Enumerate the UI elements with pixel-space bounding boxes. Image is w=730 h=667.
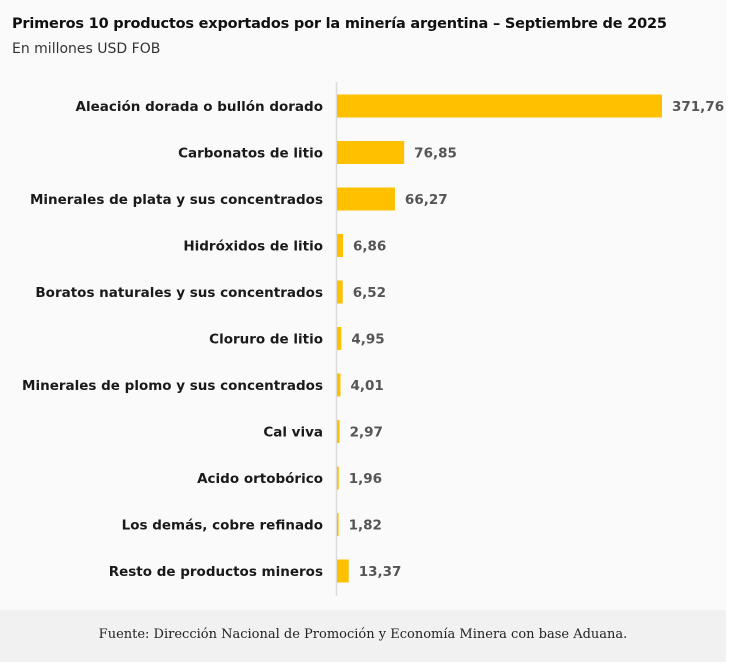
value-label: 2,97 xyxy=(350,425,383,441)
source-note: Fuente: Dirección Nacional de Promoción … xyxy=(98,627,628,642)
bars-layer: Aleación dorada o bullón dorado 371,76 Car… xyxy=(22,94,724,583)
bar xyxy=(337,420,340,443)
category-label: Los demás, cobre refinado xyxy=(122,518,323,534)
category-label: Cloruro de litio xyxy=(209,332,323,348)
category-label: Acido ortobórico xyxy=(197,471,323,487)
category-label: Boratos naturales y sus concentrados xyxy=(35,285,323,301)
category-label: Hidróxidos de litio xyxy=(183,239,323,255)
bar xyxy=(337,373,341,397)
category-label: Aleación dorada o bullón dorado xyxy=(76,99,323,115)
bar-row: Minerales de plomo y sus concentrados 4,0… xyxy=(22,373,384,397)
bar-row: Cal viva 2,97 xyxy=(263,420,383,443)
value-label: 6,86 xyxy=(353,239,386,255)
bar-row: Cloruro de litio 4,95 xyxy=(209,327,385,350)
value-label: 1,96 xyxy=(349,471,382,487)
bar-row: Carbonatos de litio 76,85 xyxy=(178,141,457,164)
bar-row: Los demás, cobre refinado 1,82 xyxy=(122,513,382,536)
bar-row: Resto de productos mineros 13,37 xyxy=(109,559,402,583)
value-label: 371,76 xyxy=(672,99,724,115)
category-label: Carbonatos de litio xyxy=(178,146,323,162)
bar-row: Hidróxidos de litio 6,86 xyxy=(183,234,386,257)
value-label: 4,95 xyxy=(351,332,384,348)
bar xyxy=(337,559,349,583)
bar xyxy=(337,327,342,350)
chart-title: Primeros 10 productos exportados por la … xyxy=(12,16,667,32)
value-label: 76,85 xyxy=(414,146,457,162)
category-label: Minerales de plomo y sus concentrados xyxy=(22,378,323,394)
bar-row: Acido ortobórico 1,96 xyxy=(197,466,382,490)
bar xyxy=(337,466,339,490)
category-label: Cal viva xyxy=(263,425,323,441)
value-label: 1,82 xyxy=(349,518,382,534)
bar-chart: Aleación dorada o bullón dorado 371,76 Car… xyxy=(22,82,724,596)
bar xyxy=(337,94,662,118)
bar xyxy=(337,280,343,304)
bar-row: Minerales de plata y sus concentrados 66,… xyxy=(30,187,448,211)
value-label: 6,52 xyxy=(353,285,386,301)
bar xyxy=(337,141,405,164)
value-label: 4,01 xyxy=(351,378,384,394)
category-label: Minerales de plata y sus concentrados xyxy=(30,192,323,208)
bar xyxy=(337,187,395,211)
chart-card: Primeros 10 productos exportados por la … xyxy=(12,16,725,596)
bar xyxy=(337,513,339,536)
bar xyxy=(337,234,343,257)
value-label: 13,37 xyxy=(359,564,402,580)
chart-subtitle: En millones USD FOB xyxy=(12,41,161,57)
value-label: 66,27 xyxy=(405,192,448,208)
footer: Fuente: Dirección Nacional de Promoción … xyxy=(0,610,726,662)
bar-row: Aleación dorada o bullón dorado 371,76 xyxy=(76,94,724,118)
category-label: Resto de productos mineros xyxy=(109,564,323,580)
bar-row: Boratos naturales y sus concentrados 6,52 xyxy=(35,280,386,304)
